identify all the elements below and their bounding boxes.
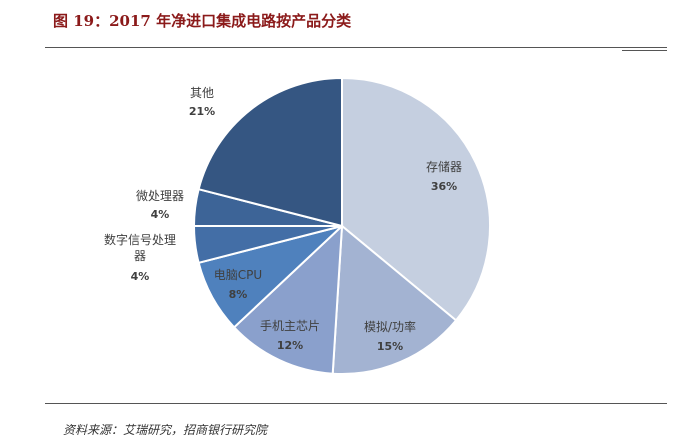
slice-value-label-5: 4% <box>151 208 170 221</box>
slice-name-label-2: 手机主芯片 <box>260 319 320 333</box>
slice-name-label-6: 其他 <box>190 86 214 100</box>
slice-value-label-4: 4% <box>131 270 150 283</box>
top-divider-accent <box>622 50 667 51</box>
slice-name-label-4-line-1: 器 <box>134 249 146 263</box>
slice-name-label-5: 微处理器 <box>136 189 184 203</box>
pie-slice-1 <box>331 223 458 375</box>
top-divider <box>45 47 667 48</box>
slice-value-label-3: 8% <box>229 288 248 301</box>
slice-value-label-6: 21% <box>189 105 215 118</box>
slice-name-label-0: 存储器 <box>426 159 462 174</box>
source-note: 资料来源：艾瑞研究，招商银行研究院 <box>63 423 268 437</box>
bottom-divider <box>45 403 667 404</box>
pie-slice-2 <box>232 223 344 375</box>
slice-value-label-1: 15% <box>377 340 403 353</box>
pie-slice-6 <box>197 76 343 228</box>
slice-name-label-4-line-0: 数字信号处理 <box>104 232 176 247</box>
chart-title: 图 19：2017 年净进口集成电路按产品分类 <box>53 12 352 30</box>
pie-slice-0 <box>341 76 491 322</box>
slice-value-label-2: 12% <box>277 339 303 352</box>
slice-name-label-3: 电脑CPU <box>214 268 262 282</box>
slice-name-label-1: 模拟/功率 <box>364 319 416 334</box>
slice-value-label-0: 36% <box>431 180 457 193</box>
pie-slices <box>192 76 491 375</box>
